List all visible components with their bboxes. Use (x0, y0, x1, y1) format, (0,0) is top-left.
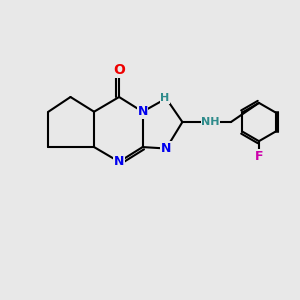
Text: N: N (114, 155, 124, 168)
Text: F: F (255, 150, 263, 163)
Text: O: O (113, 64, 125, 77)
Text: H: H (160, 94, 169, 103)
Text: N: N (137, 105, 148, 118)
Text: NH: NH (201, 117, 220, 127)
Text: N: N (161, 142, 171, 155)
